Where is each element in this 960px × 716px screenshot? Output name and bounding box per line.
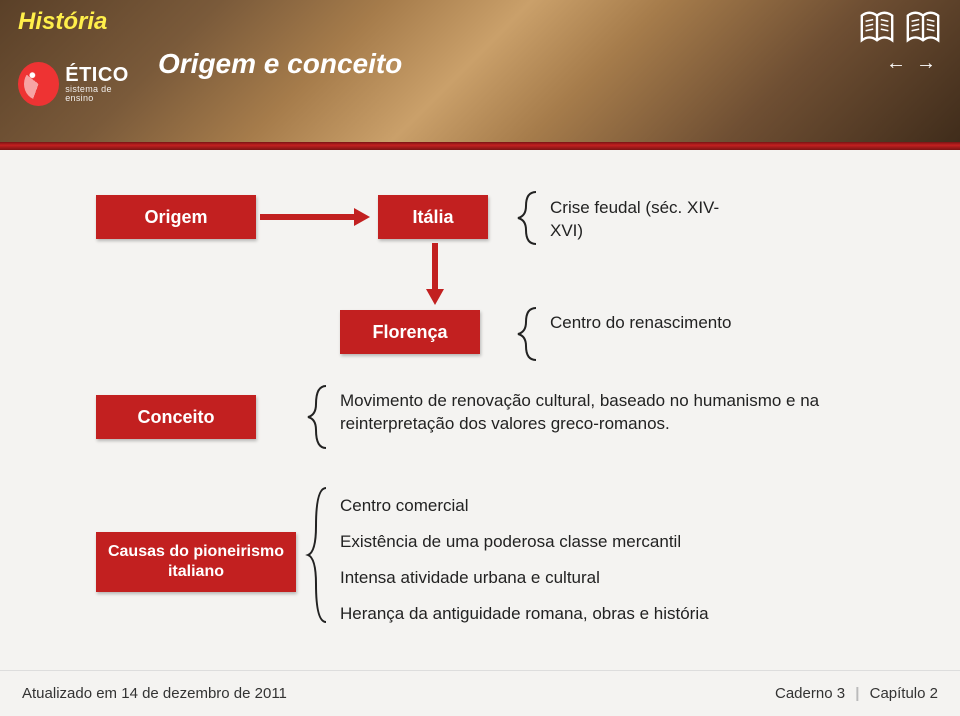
page-title: Origem e conceito	[158, 48, 402, 80]
books-icon-group	[858, 8, 942, 46]
brand-name: ÉTICO	[65, 65, 138, 85]
book-icon[interactable]	[904, 8, 942, 46]
footer-separator: |	[849, 685, 865, 702]
text-crise-feudal: Crise feudal (séc. XIV-XVI)	[550, 197, 750, 243]
next-arrow-icon[interactable]: →	[916, 52, 936, 75]
book-icon[interactable]	[858, 8, 896, 46]
footer-capitulo: Capítulo 2	[870, 685, 938, 702]
footer: Atualizado em 14 de dezembro de 2011 Cad…	[0, 670, 960, 716]
text-centro-renascimento: Centro do renascimento	[550, 312, 770, 335]
box-italia: Itália	[378, 195, 488, 239]
brand-logo-text: ÉTICO sistema de ensino	[65, 65, 138, 103]
causa-bullet: Intensa atividade urbana e cultural	[340, 568, 600, 588]
causa-bullet: Herança da antiguidade romana, obras e h…	[340, 604, 709, 624]
brace-icon	[304, 486, 334, 624]
brace-icon	[514, 306, 544, 362]
arrow-italia-florenca	[430, 243, 440, 305]
header-band	[0, 0, 960, 150]
box-conceito: Conceito	[96, 395, 256, 439]
brand-tagline: sistema de ensino	[65, 85, 138, 103]
box-florenca: Florença	[340, 310, 480, 354]
causa-bullet: Centro comercial	[340, 496, 469, 516]
box-origem: Origem	[96, 195, 256, 239]
prev-arrow-icon[interactable]: ←	[886, 52, 906, 75]
nav-arrows: ← →	[886, 52, 936, 75]
brace-icon	[514, 190, 544, 246]
footer-caderno: Caderno 3	[775, 685, 845, 702]
footer-updated: Atualizado em 14 de dezembro de 2011	[22, 685, 287, 702]
brand-logo: ÉTICO sistema de ensino	[18, 58, 138, 110]
brand-logo-mark	[18, 62, 59, 106]
arrow-origem-italia	[260, 212, 370, 222]
brace-icon	[304, 384, 334, 450]
footer-right: Caderno 3 | Capítulo 2	[775, 685, 938, 702]
slide-root: História Origem e conceito ÉTICO sistema…	[0, 0, 960, 716]
subject-title: História	[18, 8, 107, 36]
box-causas: Causas do pioneirismo italiano	[96, 532, 296, 592]
text-conceito-desc: Movimento de renovação cultural, baseado…	[340, 390, 860, 436]
causa-bullet: Existência de uma poderosa classe mercan…	[340, 532, 681, 552]
